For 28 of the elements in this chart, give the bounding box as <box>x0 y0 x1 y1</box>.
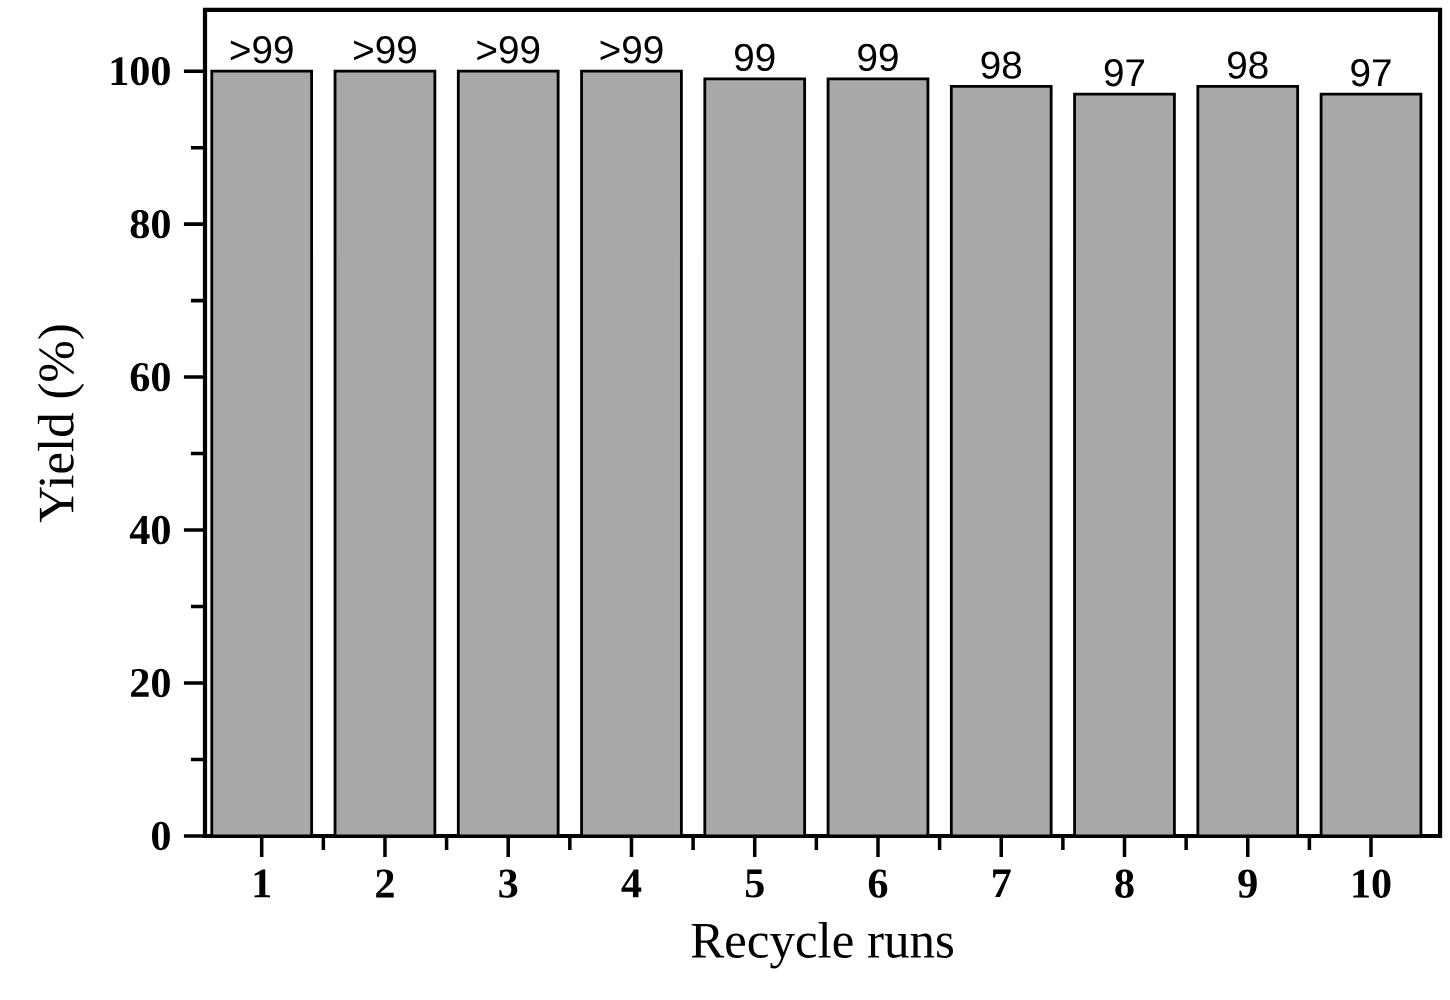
y-tick-label: 80 <box>130 209 170 239</box>
data-label: 99 <box>735 43 775 72</box>
x-tick-label: 2 <box>376 869 394 898</box>
y-tick-label: 20 <box>131 668 170 698</box>
data-label: >99 <box>477 36 540 64</box>
data-label: 98 <box>981 51 1022 79</box>
data-label: 99 <box>858 43 898 72</box>
y-tick-label: 100 <box>111 56 170 86</box>
x-tick-label: 4 <box>621 869 642 898</box>
x-tick-label: 7 <box>993 869 1011 898</box>
x-tick-label: 1 <box>254 869 271 898</box>
data-label: 97 <box>1351 59 1391 87</box>
data-label: >99 <box>230 36 293 64</box>
x-tick-label: 3 <box>499 869 518 898</box>
y-tick-label: 60 <box>130 362 170 392</box>
x-tick-label: 9 <box>1238 869 1257 898</box>
y-axis-title: Yield (%) <box>37 325 85 523</box>
data-label: 97 <box>1104 59 1145 87</box>
x-tick-label: 5 <box>745 869 764 898</box>
y-tick-label: 40 <box>129 515 170 545</box>
x-tick-label: 10 <box>1353 869 1391 898</box>
data-label: >99 <box>600 36 663 64</box>
x-tick-label: 6 <box>868 869 888 898</box>
data-label: 98 <box>1228 51 1268 79</box>
x-tick-label: 8 <box>1115 869 1134 898</box>
y-tick-label: 0 <box>152 821 170 851</box>
data-label: >99 <box>354 36 416 64</box>
x-axis-title: Recycle runs <box>691 922 953 969</box>
